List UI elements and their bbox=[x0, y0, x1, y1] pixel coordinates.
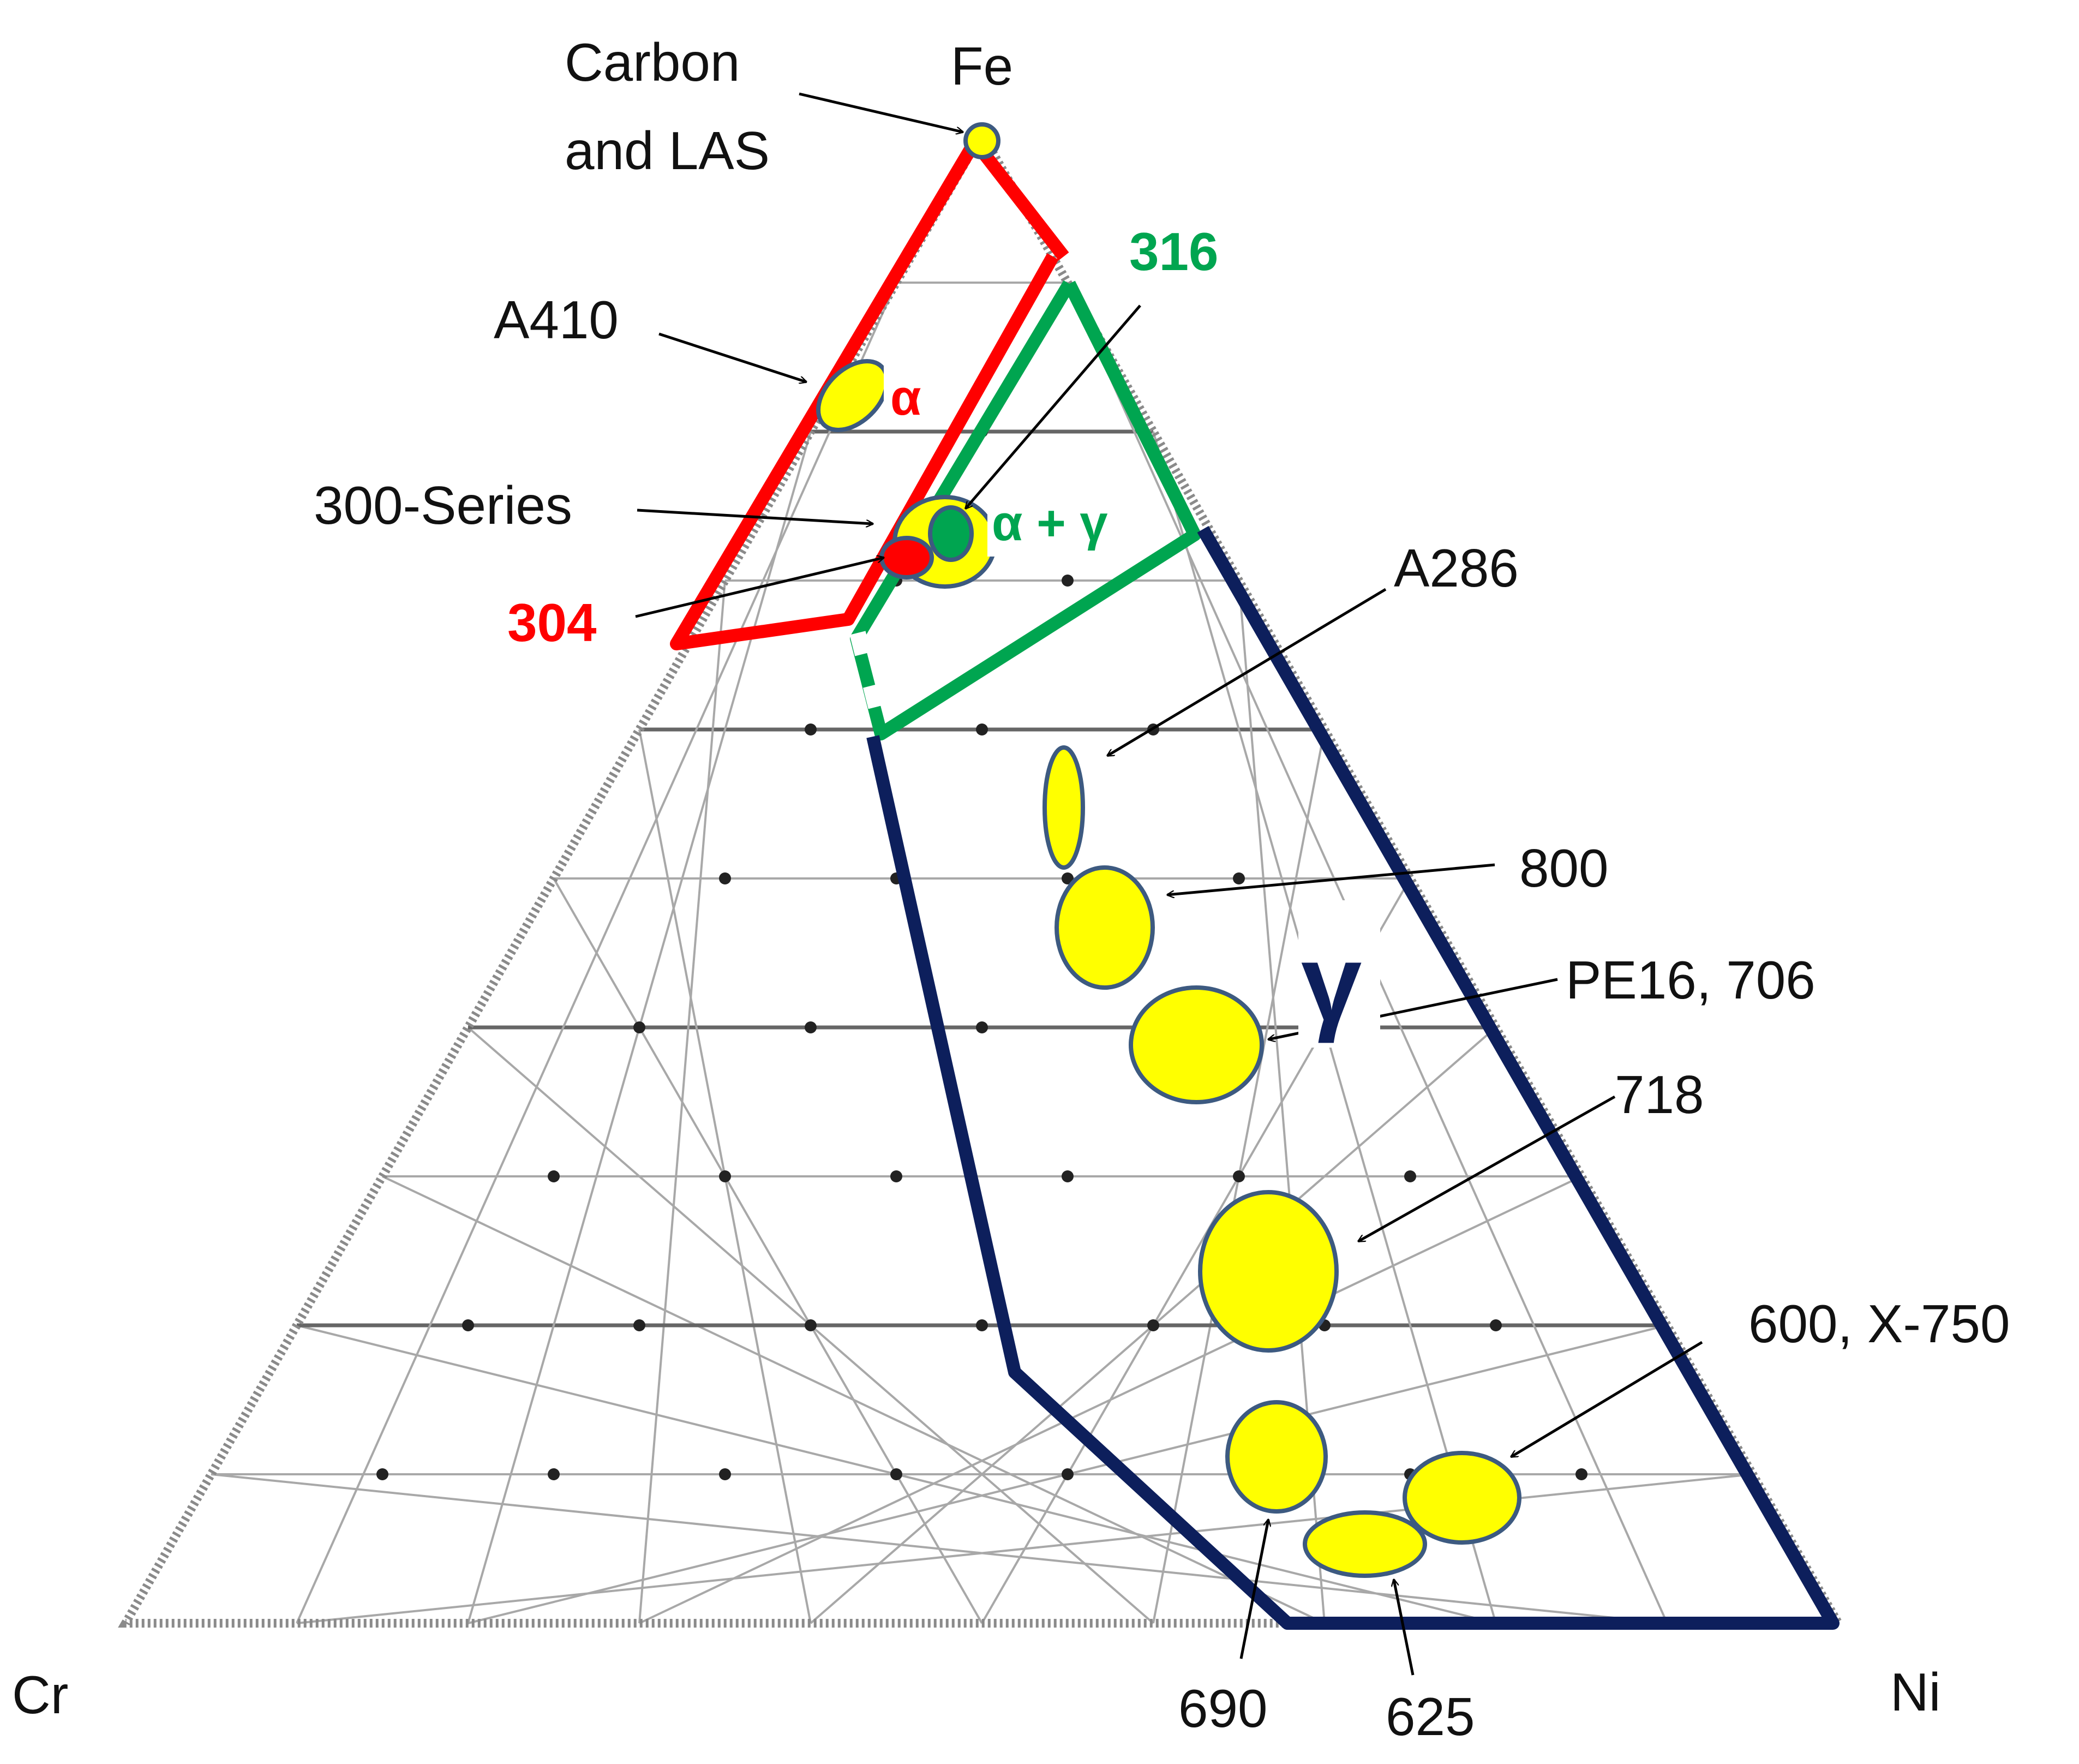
gamma-label-backdrop bbox=[1298, 900, 1380, 1048]
grid-node-dot bbox=[1062, 575, 1074, 587]
grid-node-dot bbox=[719, 1170, 731, 1182]
label-625: 625 bbox=[1386, 1687, 1475, 1747]
grid-node-dot bbox=[1062, 1170, 1074, 1182]
alloy-625 bbox=[1303, 1510, 1427, 1578]
label-690: 690 bbox=[1178, 1678, 1268, 1738]
grid-node-dot bbox=[1404, 1170, 1416, 1182]
alloy-carbon-las bbox=[963, 122, 1000, 159]
vertex-fe-label: Fe bbox=[951, 36, 1013, 96]
phase-label-alpha-gamma: α + γ bbox=[992, 495, 1108, 551]
alpha-gamma-label-backdrop bbox=[987, 486, 1135, 557]
label-304: 304 bbox=[507, 593, 597, 653]
grid-line-diagonal-right bbox=[296, 282, 897, 1624]
alloy-316 bbox=[928, 505, 974, 562]
grid-node-dot bbox=[976, 1021, 988, 1033]
arrow-600-x750 bbox=[1511, 1341, 1703, 1458]
grid-node-dot bbox=[976, 723, 988, 736]
label-and-las: and LAS bbox=[565, 121, 770, 181]
alloy-690 bbox=[1225, 1400, 1328, 1514]
label-carbon: Carbon bbox=[565, 32, 740, 92]
arrow-300-series bbox=[637, 509, 873, 524]
alpha-gamma-dashed-gap bbox=[849, 631, 892, 739]
grid-node-dot bbox=[805, 1319, 817, 1331]
label-600-x750: 600, X-750 bbox=[1748, 1294, 2010, 1354]
grid-node-dot bbox=[1233, 1170, 1245, 1182]
alloy-a286 bbox=[1043, 745, 1085, 870]
gamma-region-boundary bbox=[866, 526, 1840, 1630]
arrow-carbon-las bbox=[799, 92, 963, 132]
label-800: 800 bbox=[1519, 838, 1609, 898]
grid-node-dot bbox=[376, 1468, 388, 1480]
arrow-625 bbox=[1394, 1580, 1415, 1676]
grid-node-dot bbox=[548, 1170, 560, 1182]
arrow-304 bbox=[635, 558, 884, 618]
grid-node-dot bbox=[1575, 1468, 1587, 1480]
grid-node-dot bbox=[719, 872, 731, 884]
grid-node-dot bbox=[633, 1021, 645, 1033]
grid-line-diagonal-right bbox=[553, 878, 983, 1624]
label-a286: A286 bbox=[1394, 538, 1519, 598]
grid-node-dot bbox=[805, 723, 817, 736]
alloy-304 bbox=[879, 536, 934, 579]
grid-node-dot bbox=[719, 1468, 731, 1480]
phase-label-gamma: γ bbox=[1301, 922, 1362, 1044]
grid-node-dot bbox=[1233, 872, 1245, 884]
arrow-a286 bbox=[1107, 588, 1387, 757]
arrow-690 bbox=[1239, 1520, 1268, 1659]
vertex-ni-label: Ni bbox=[1890, 1662, 1941, 1722]
grid-node-dot bbox=[462, 1319, 474, 1331]
label-300-series: 300-Series bbox=[314, 475, 572, 535]
grid-node-dot bbox=[1490, 1319, 1502, 1331]
grid-node-dot bbox=[1062, 872, 1074, 884]
arrow-800 bbox=[1167, 863, 1495, 895]
arrow-a410 bbox=[658, 332, 806, 382]
alloy-pe16-706 bbox=[1129, 985, 1264, 1104]
label-316: 316 bbox=[1129, 222, 1219, 282]
grid-node-dot bbox=[633, 1319, 645, 1331]
label-a410: A410 bbox=[494, 290, 619, 350]
alloy-718 bbox=[1198, 1190, 1339, 1353]
triangle-outline bbox=[118, 124, 1846, 1628]
grid-node-dot bbox=[1062, 1468, 1074, 1480]
alloy-800 bbox=[1055, 865, 1155, 990]
alpha-label-backdrop bbox=[884, 355, 946, 428]
grid-node-dot bbox=[805, 1021, 817, 1033]
grid-node-dot bbox=[548, 1468, 560, 1480]
arrow-316 bbox=[966, 304, 1141, 509]
vertex-cr-label: Cr bbox=[12, 1665, 68, 1725]
phase-label-alpha: α bbox=[890, 370, 921, 426]
grid-node-dot bbox=[890, 1468, 902, 1480]
label-718: 718 bbox=[1615, 1065, 1704, 1125]
arrow-718 bbox=[1358, 1095, 1616, 1243]
alloy-a410 bbox=[816, 359, 889, 432]
grid-line-diagonal-right bbox=[638, 580, 726, 1624]
grid-node-dot bbox=[976, 1319, 988, 1331]
grid-node-dot bbox=[1147, 1319, 1159, 1331]
grid-node-dot bbox=[890, 1170, 902, 1182]
alloy-600-x750 bbox=[1403, 1451, 1521, 1545]
label-pe16-706: PE16, 706 bbox=[1566, 950, 1816, 1010]
